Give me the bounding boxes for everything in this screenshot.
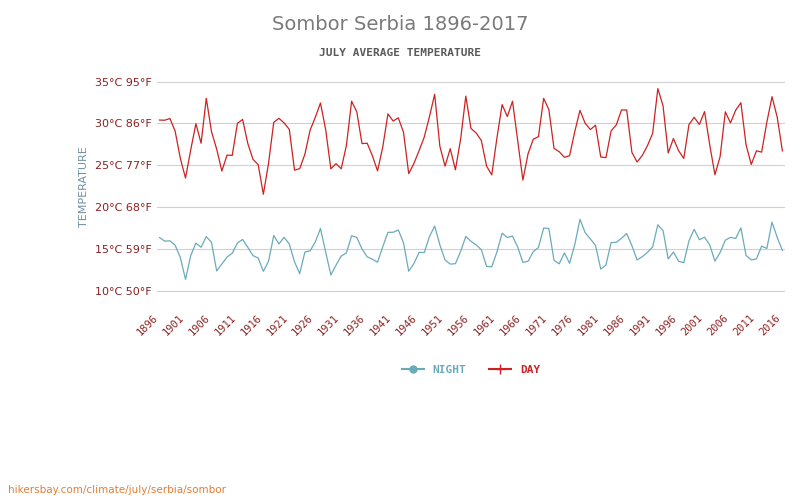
Legend: NIGHT, DAY: NIGHT, DAY [398,360,545,380]
Text: hikersbay.com/climate/july/serbia/sombor: hikersbay.com/climate/july/serbia/sombor [8,485,226,495]
Text: JULY AVERAGE TEMPERATURE: JULY AVERAGE TEMPERATURE [319,48,481,58]
Y-axis label: TEMPERATURE: TEMPERATURE [79,146,89,226]
Text: Sombor Serbia 1896-2017: Sombor Serbia 1896-2017 [272,15,528,34]
